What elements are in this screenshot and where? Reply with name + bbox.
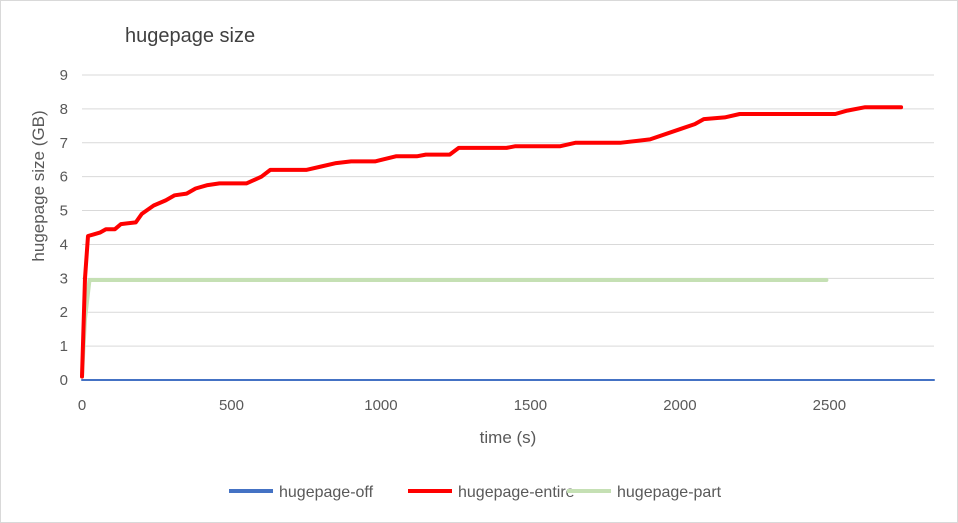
series-lines bbox=[80, 105, 935, 381]
y-tick-label: 8 bbox=[60, 101, 68, 118]
legend-label: hugepage-off bbox=[279, 484, 374, 501]
legend: hugepage-off hugepage-entire hugepage-part bbox=[229, 484, 722, 501]
series-line-hugepage-part bbox=[80, 278, 829, 379]
legend-label: hugepage-entire bbox=[458, 484, 575, 501]
y-tick-label: 1 bbox=[60, 338, 68, 355]
chart-title: hugepage size bbox=[125, 25, 255, 47]
y-tick-label: 9 bbox=[60, 67, 68, 84]
y-tick-label: 6 bbox=[60, 169, 68, 186]
series-line-hugepage-entire bbox=[80, 105, 904, 379]
x-tick-label: 1000 bbox=[364, 397, 397, 414]
y-tick-label: 5 bbox=[60, 203, 68, 220]
x-tick-label: 1500 bbox=[514, 397, 547, 414]
y-tick-label: 0 bbox=[60, 372, 68, 389]
legend-label: hugepage-part bbox=[617, 484, 722, 501]
y-tick-label: 7 bbox=[60, 135, 68, 152]
x-tick-label: 2000 bbox=[663, 397, 696, 414]
x-tick-label: 0 bbox=[78, 397, 86, 414]
x-tick-label: 2500 bbox=[813, 397, 846, 414]
y-axis-title: hugepage size (GB) bbox=[29, 110, 48, 261]
gridlines bbox=[82, 74, 934, 381]
x-axis-ticks: 0 500 1000 1500 2000 2500 bbox=[78, 397, 846, 414]
x-tick-label: 500 bbox=[219, 397, 244, 414]
y-axis-ticks: 0 1 2 3 4 5 6 7 8 9 bbox=[60, 67, 68, 389]
y-tick-label: 3 bbox=[60, 270, 68, 287]
x-axis-title: time (s) bbox=[480, 428, 537, 447]
y-tick-label: 4 bbox=[60, 236, 68, 253]
y-tick-label: 2 bbox=[60, 304, 68, 321]
